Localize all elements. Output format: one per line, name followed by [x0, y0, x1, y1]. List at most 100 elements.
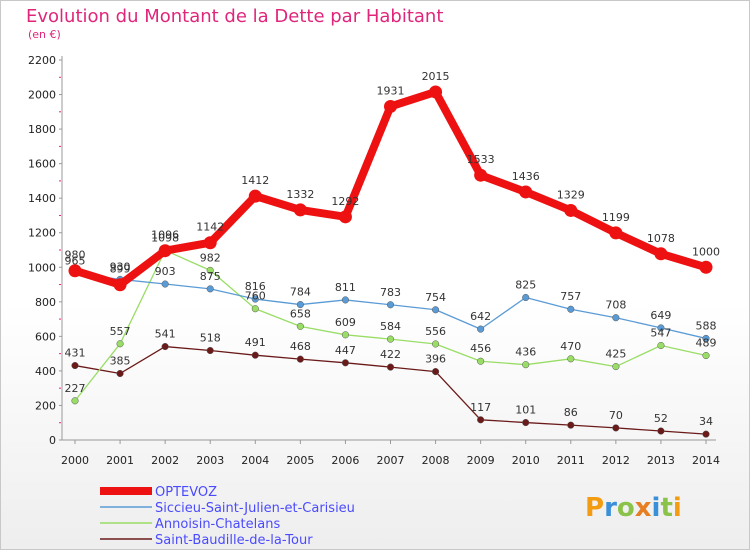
- data-point: [296, 301, 304, 309]
- data-label: 227: [65, 382, 86, 395]
- data-label: 101: [515, 404, 536, 417]
- data-point: [341, 296, 349, 304]
- y-tick-label: 1800: [28, 123, 56, 136]
- data-label: 431: [65, 347, 86, 360]
- data-label: 425: [605, 348, 626, 361]
- data-point: [161, 280, 169, 288]
- x-tick-label: 2007: [377, 454, 405, 467]
- data-point: [113, 278, 127, 292]
- data-point: [477, 325, 485, 333]
- data-point: [71, 362, 79, 370]
- data-label: 1332: [286, 188, 314, 201]
- data-label: 436: [515, 346, 536, 359]
- data-label: 1096: [151, 229, 179, 242]
- data-point: [519, 185, 533, 199]
- data-point: [432, 306, 440, 314]
- x-tick-label: 2013: [647, 454, 675, 467]
- data-point: [612, 363, 620, 371]
- data-label: 609: [335, 316, 356, 329]
- data-label: 117: [470, 401, 491, 414]
- data-label: 965: [65, 254, 86, 267]
- data-point: [702, 334, 710, 342]
- data-label: 642: [470, 310, 491, 323]
- data-label: 541: [155, 328, 176, 341]
- data-label: 422: [380, 348, 401, 361]
- data-point: [338, 210, 352, 224]
- data-point: [477, 416, 485, 424]
- y-tick-label: 2000: [28, 89, 56, 102]
- data-point: [386, 335, 395, 343]
- data-point: [386, 301, 395, 309]
- data-point: [612, 424, 620, 432]
- data-label: 86: [564, 406, 578, 419]
- data-point: [158, 244, 172, 258]
- data-point: [564, 203, 578, 217]
- data-point: [567, 305, 575, 313]
- data-point: [384, 99, 397, 113]
- data-point: [429, 85, 443, 99]
- proxiti-logo: Proxiti: [585, 493, 682, 523]
- data-point: [567, 355, 575, 363]
- legend-label: Annoisin-Chatelans: [155, 517, 280, 532]
- x-tick-label: 2001: [106, 454, 134, 467]
- y-tick-label: 1200: [28, 227, 56, 240]
- x-tick-label: 2009: [467, 454, 495, 467]
- data-point: [522, 293, 530, 302]
- data-point: [432, 340, 440, 348]
- x-tick-label: 2002: [151, 454, 179, 467]
- data-label: 982: [200, 251, 221, 264]
- data-label: 547: [650, 327, 671, 340]
- x-tick-label: 2012: [602, 454, 630, 467]
- data-label: 783: [380, 286, 401, 299]
- x-tick-label: 2011: [557, 454, 585, 467]
- chart-title: Evolution du Montant de la Dette par Hab…: [26, 6, 443, 27]
- data-label: 784: [290, 286, 311, 299]
- y-tick-label: 1000: [28, 261, 56, 274]
- y-tick-label: 0: [49, 434, 56, 447]
- data-label: 875: [200, 270, 221, 283]
- data-label: 557: [110, 325, 131, 338]
- data-label: 649: [650, 309, 671, 322]
- data-point: [654, 247, 668, 261]
- data-label: 1533: [467, 153, 495, 166]
- data-label: 491: [245, 336, 266, 349]
- data-label: 754: [425, 291, 446, 304]
- data-label: 1098: [151, 231, 179, 244]
- series-line-0: [73, 87, 708, 289]
- data-point: [206, 266, 214, 274]
- data-label: 1000: [692, 245, 720, 258]
- data-point: [432, 368, 440, 376]
- data-point: [657, 341, 665, 350]
- x-tick-label: 2000: [61, 454, 89, 467]
- data-label: 588: [696, 319, 717, 332]
- data-point: [341, 331, 349, 339]
- data-point: [699, 260, 713, 274]
- data-label: 456: [470, 342, 491, 355]
- data-point: [474, 168, 488, 182]
- data-label: 2015: [422, 70, 450, 83]
- data-point: [386, 363, 395, 371]
- data-point: [248, 189, 262, 203]
- data-point: [206, 285, 214, 293]
- data-label: 34: [699, 415, 713, 428]
- data-label: 899: [110, 263, 131, 276]
- data-point: [116, 369, 124, 378]
- data-point: [612, 314, 620, 322]
- data-point: [251, 295, 259, 303]
- data-point: [71, 397, 79, 405]
- data-label: 811: [335, 281, 356, 294]
- legend-label: OPTEVOZ: [155, 485, 217, 500]
- y-tick-label: 400: [35, 365, 56, 378]
- data-label: 52: [654, 412, 668, 425]
- data-point: [206, 346, 214, 355]
- y-tick-label: 200: [35, 399, 56, 412]
- data-label: 708: [605, 299, 626, 312]
- data-label: 816: [245, 280, 266, 293]
- legend-label: Saint-Baudille-de-la-Tour: [155, 533, 313, 548]
- data-point: [522, 419, 530, 427]
- y-tick-label: 1400: [28, 192, 56, 205]
- y-tick-label: 1600: [28, 158, 56, 171]
- data-point: [522, 361, 530, 369]
